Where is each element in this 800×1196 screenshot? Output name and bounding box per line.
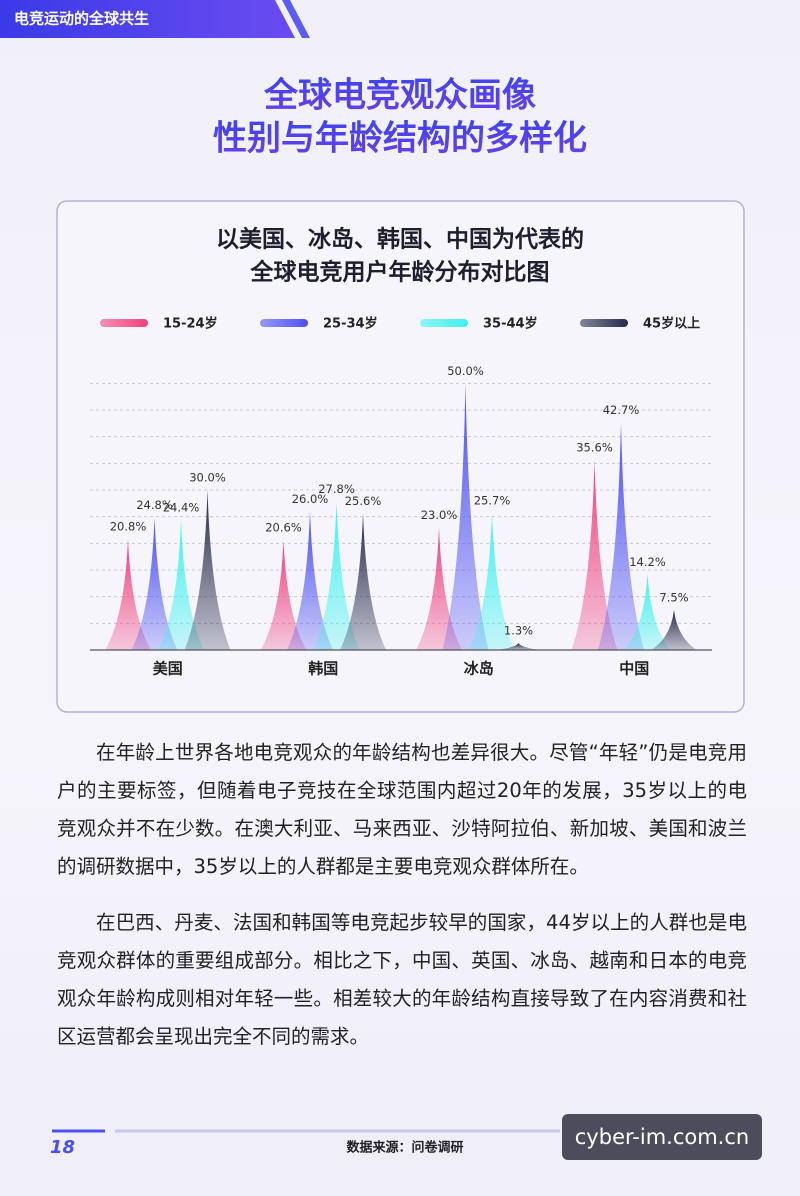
spike-bar <box>340 513 386 650</box>
spike-bar <box>651 610 697 650</box>
chart-frame <box>56 200 745 713</box>
spike-bar <box>158 519 204 650</box>
legend-swatch <box>260 319 308 327</box>
section-banner <box>0 0 295 38</box>
chart-title: 以美国、冰岛、韩国、中国为代表的 <box>216 226 584 253</box>
value-label: 26.0% <box>292 492 329 506</box>
category-label: 美国 <box>153 660 183 678</box>
value-label: 25.7% <box>474 493 511 507</box>
value-label: 30.0% <box>189 471 226 485</box>
category-label: 韩国 <box>308 660 338 678</box>
spike-bar <box>442 383 489 650</box>
value-label: 25.6% <box>345 494 382 508</box>
legend-swatch <box>420 319 468 327</box>
value-label: 14.2% <box>629 555 666 569</box>
spike-bar <box>131 517 178 650</box>
value-label: 1.3% <box>504 624 533 638</box>
plot: 15-24岁 25-34岁 35-44岁 45岁以上 20.8% 24.8%24.4% 30… <box>90 316 712 678</box>
spike-bar <box>571 460 618 650</box>
legend-swatch <box>580 319 628 327</box>
watermark-box <box>562 1114 762 1160</box>
value-label: 20.8% <box>110 520 147 534</box>
value-label: 23.0% <box>421 508 458 522</box>
spike-bar <box>495 643 542 650</box>
spike-bar <box>184 490 231 650</box>
spike-bar <box>260 540 307 650</box>
legend-label: 35-44岁 <box>483 316 538 332</box>
heading-line: 性别与年龄结构的多样化 <box>213 119 587 159</box>
legend-label: 25-34岁 <box>323 316 378 332</box>
value-label: 42.7% <box>603 403 640 417</box>
watermark: cyber-im.com.cn <box>575 1125 749 1149</box>
legend-label: 15-24岁 <box>163 316 218 332</box>
legend-swatch <box>100 319 148 327</box>
value-label: 20.6% <box>265 521 302 535</box>
spike-bar <box>598 422 644 650</box>
chart-subtitle: 全球电竞用户年龄分布对比图 <box>250 259 550 286</box>
banner-stripe <box>282 0 310 38</box>
category-label: 冰岛 <box>464 660 494 678</box>
value-label: 7.5% <box>659 591 688 605</box>
category-label: 中国 <box>619 660 649 678</box>
heading-line: 全球电竞观众画像 <box>263 76 536 116</box>
spike-bar <box>469 512 515 650</box>
spike-bar <box>287 511 333 650</box>
page-number: 18 <box>50 1137 75 1158</box>
spike-bar <box>313 501 360 650</box>
paragraph: 在巴西、丹麦、法国和韩国等电竞起步较早的国家，44岁以上的人群也是电竞观众群体的… <box>57 911 747 1048</box>
spike-bar <box>624 574 671 650</box>
value-label: 27.8% <box>318 482 355 496</box>
value-label: 50.0% <box>447 364 484 378</box>
value-label: 24.8% <box>136 498 173 512</box>
spike-bar <box>105 539 151 650</box>
value-label: 24.4% <box>163 500 200 514</box>
paragraph: 在年龄上世界各地电竞观众的年龄结构也差异很大。尽管“年轻”仍是电竞用户的主要标签… <box>57 741 747 878</box>
value-label: 35.6% <box>576 441 613 455</box>
legend-label: 45岁以上 <box>643 316 700 332</box>
source-note: 数据来源：问卷调研 <box>346 1140 463 1156</box>
section-label: 电竞运动的全球共生 <box>14 10 149 28</box>
